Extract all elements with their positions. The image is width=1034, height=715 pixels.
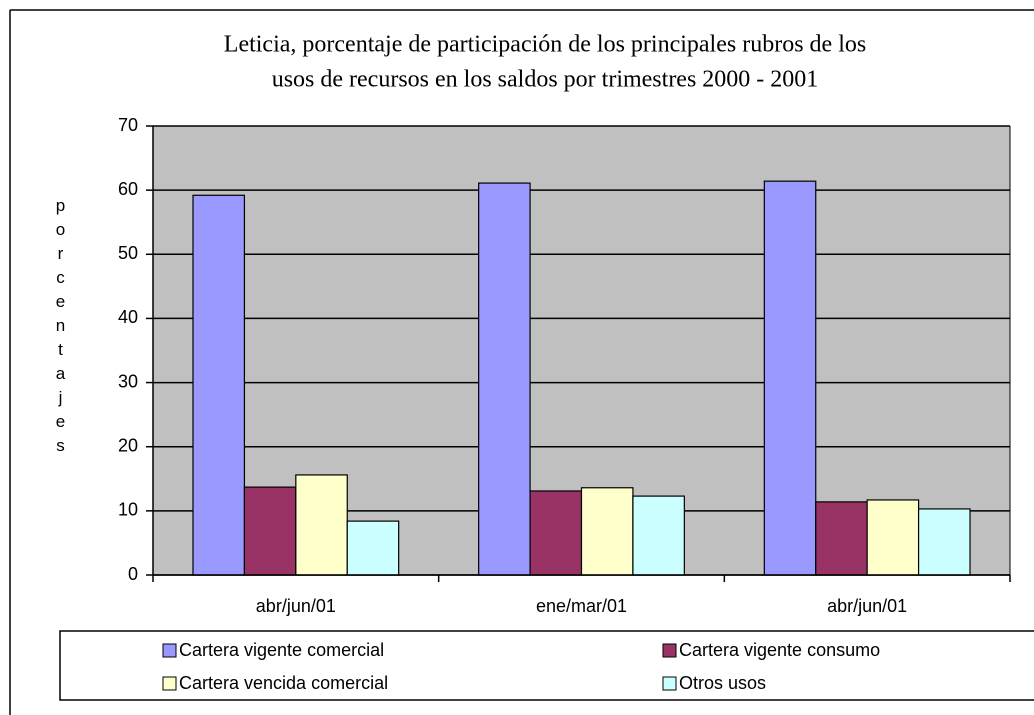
y-tick-label: 20 [118, 435, 138, 455]
y-tick-label: 0 [128, 564, 138, 584]
y-tick-label: 30 [118, 371, 138, 391]
y-tick-label: 70 [118, 115, 138, 135]
bar [763, 180, 817, 576]
y-tick-label: 50 [118, 243, 138, 263]
y-tick-label: 60 [118, 179, 138, 199]
y-tick-label: 10 [118, 500, 138, 520]
chart-title: Leticia, porcentaje de participación de … [224, 32, 866, 58]
chart-title: usos de recursos en los saldos por trime… [272, 67, 819, 93]
legend-label: Cartera vigente comercial [179, 640, 384, 660]
bar [346, 520, 400, 576]
legend-swatch [162, 676, 177, 691]
x-tick-label: abr/jun/01 [256, 596, 336, 616]
legend-swatch [662, 676, 677, 691]
bar [917, 508, 971, 576]
legend-box [59, 630, 1034, 701]
legend-swatch [662, 643, 677, 658]
bar [192, 194, 246, 576]
bar [580, 487, 634, 576]
bar [866, 499, 920, 576]
bar [478, 182, 531, 576]
legend-label: Cartera vigente consumo [679, 640, 880, 660]
legend-swatch [162, 643, 177, 658]
bar [295, 474, 348, 576]
bar [632, 495, 685, 576]
bar [529, 490, 583, 576]
x-tick-label: ene/mar/01 [536, 596, 627, 616]
legend-label: Cartera vencida comercial [179, 673, 388, 693]
x-tick-label: abr/jun/01 [827, 596, 907, 616]
legend-label: Otros usos [679, 673, 766, 693]
bar [815, 501, 868, 576]
y-tick-label: 40 [118, 307, 138, 327]
bar [243, 486, 297, 576]
y-axis-label: porcentajes [51, 196, 70, 460]
